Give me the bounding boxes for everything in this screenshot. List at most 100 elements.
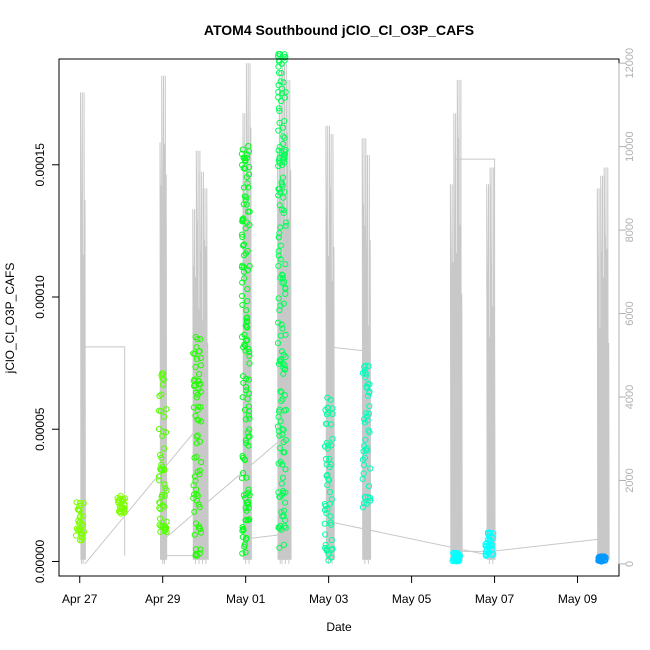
altitude-connector (245, 534, 281, 540)
data-point (484, 547, 491, 554)
data-point (197, 362, 204, 369)
right-tick-label: 0 (624, 561, 636, 567)
data-point (241, 275, 248, 282)
data-point (279, 513, 286, 520)
data-point (194, 432, 201, 439)
data-point (601, 553, 608, 561)
data-point (245, 376, 252, 383)
data-point (364, 392, 371, 399)
data-point (281, 134, 288, 141)
data-point (366, 429, 373, 436)
data-point (157, 506, 164, 513)
altitude-spike (489, 167, 496, 564)
data-point (190, 350, 197, 357)
data-point (275, 192, 282, 199)
data-point (244, 298, 251, 305)
data-point (281, 54, 288, 61)
data-point (280, 426, 287, 434)
data-point (280, 133, 287, 140)
data-point (242, 416, 249, 423)
data-point (275, 295, 282, 302)
x-tick-label: May 09 (558, 592, 598, 606)
data-point (244, 267, 251, 274)
data-point (281, 523, 288, 530)
data-point (325, 557, 332, 564)
data-point (191, 473, 198, 480)
data-point (326, 455, 333, 462)
data-point (242, 384, 250, 391)
data-point (243, 317, 250, 324)
data-point (275, 248, 282, 255)
data-point (242, 225, 249, 232)
data-point (276, 160, 283, 167)
data-point (280, 209, 287, 217)
data-point (243, 174, 250, 181)
data-point (322, 420, 330, 427)
chart-title: ATOM4 Southbound jClO_Cl_O3P_CAFS (204, 22, 474, 38)
data-point (195, 377, 202, 384)
right-tick-label: 2000 (624, 468, 636, 492)
altitude-connector (84, 430, 196, 565)
data-point (277, 418, 284, 425)
data-point (326, 489, 334, 496)
axes-layer: 0.00000 0.00005 0.00010 0.00015 Apr 27 Apr 29… (33, 48, 636, 606)
data-point (323, 546, 330, 554)
data-point (72, 532, 80, 539)
altitude-connector (491, 538, 602, 552)
data-point (276, 143, 283, 150)
data-point (196, 438, 203, 445)
data-point (277, 388, 284, 395)
data-point (196, 504, 203, 511)
data-point (275, 105, 282, 112)
data-point (73, 525, 81, 532)
data-point (196, 523, 203, 530)
data-point (280, 153, 287, 161)
data-point (278, 389, 285, 396)
data-point (243, 307, 250, 314)
data-point (238, 292, 246, 300)
data-point (282, 499, 289, 506)
data-point (321, 520, 328, 527)
data-point (281, 51, 288, 58)
data-point (329, 545, 336, 552)
data-point (278, 271, 286, 278)
data-point (489, 542, 496, 549)
data-point (275, 88, 282, 96)
data-point (278, 206, 285, 213)
data-point (191, 531, 198, 538)
data-point (363, 371, 370, 378)
data-point (240, 469, 247, 477)
data-point (197, 354, 204, 361)
data-point (242, 406, 249, 413)
data-point (282, 437, 289, 444)
data-point (276, 69, 283, 77)
data-point (241, 155, 248, 162)
data-point (322, 531, 329, 538)
data-point (191, 491, 198, 498)
data-point (192, 477, 199, 484)
data-point (359, 504, 367, 511)
data-point (242, 504, 249, 512)
data-point (243, 534, 250, 542)
y-axis-label: jClO_Cl_O3P_CAFS (3, 263, 17, 375)
data-point (239, 527, 246, 534)
data-point (245, 498, 252, 506)
altitude-spike (365, 154, 372, 564)
data-point (193, 440, 200, 447)
data-point (281, 407, 288, 414)
data-point (243, 387, 250, 394)
data-point (193, 356, 201, 363)
altitude-spike (245, 63, 252, 564)
data-point (244, 324, 251, 331)
data-point (238, 231, 246, 238)
data-point (246, 352, 253, 359)
data-point (194, 336, 201, 343)
data-point (195, 403, 202, 410)
data-point (160, 413, 167, 420)
data-point (278, 480, 285, 487)
data-point (156, 392, 163, 400)
data-point (275, 460, 282, 467)
data-point (245, 143, 252, 150)
data-point (78, 534, 86, 541)
data-point (162, 429, 170, 436)
